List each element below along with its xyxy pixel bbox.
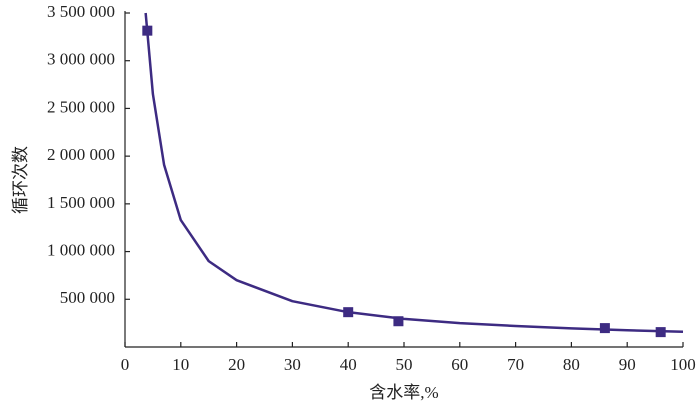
y-tick-label: 2 500 000 [47, 97, 115, 116]
y-tick-label: 1 000 000 [47, 240, 115, 259]
data-point [393, 316, 404, 327]
y-axis-title: 循环次数 [11, 146, 30, 214]
x-tick-label: 60 [451, 355, 468, 374]
y-tick-label: 500 000 [60, 288, 115, 307]
y-tick-label: 3 500 000 [47, 2, 115, 21]
x-tick-label: 90 [619, 355, 636, 374]
x-tick-label: 70 [507, 355, 524, 374]
x-tick-label: 50 [396, 355, 413, 374]
x-axis-title: 含水率,% [369, 383, 438, 402]
data-point [142, 25, 153, 36]
y-tick-label: 1 500 000 [47, 193, 115, 212]
data-point [599, 323, 610, 334]
x-tick-label: 80 [563, 355, 580, 374]
fit-curve [144, 12, 684, 333]
x-tick-label: 40 [340, 355, 357, 374]
x-tick-label: 0 [121, 355, 130, 374]
x-tick-label: 20 [228, 355, 245, 374]
data-point [343, 307, 354, 318]
y-tick-label: 2 000 000 [47, 145, 115, 164]
x-tick-label: 100 [670, 355, 696, 374]
y-tick-label: 3 000 000 [47, 50, 115, 69]
x-tick-label: 10 [172, 355, 189, 374]
data-point [655, 327, 666, 338]
x-tick-label: 30 [284, 355, 301, 374]
